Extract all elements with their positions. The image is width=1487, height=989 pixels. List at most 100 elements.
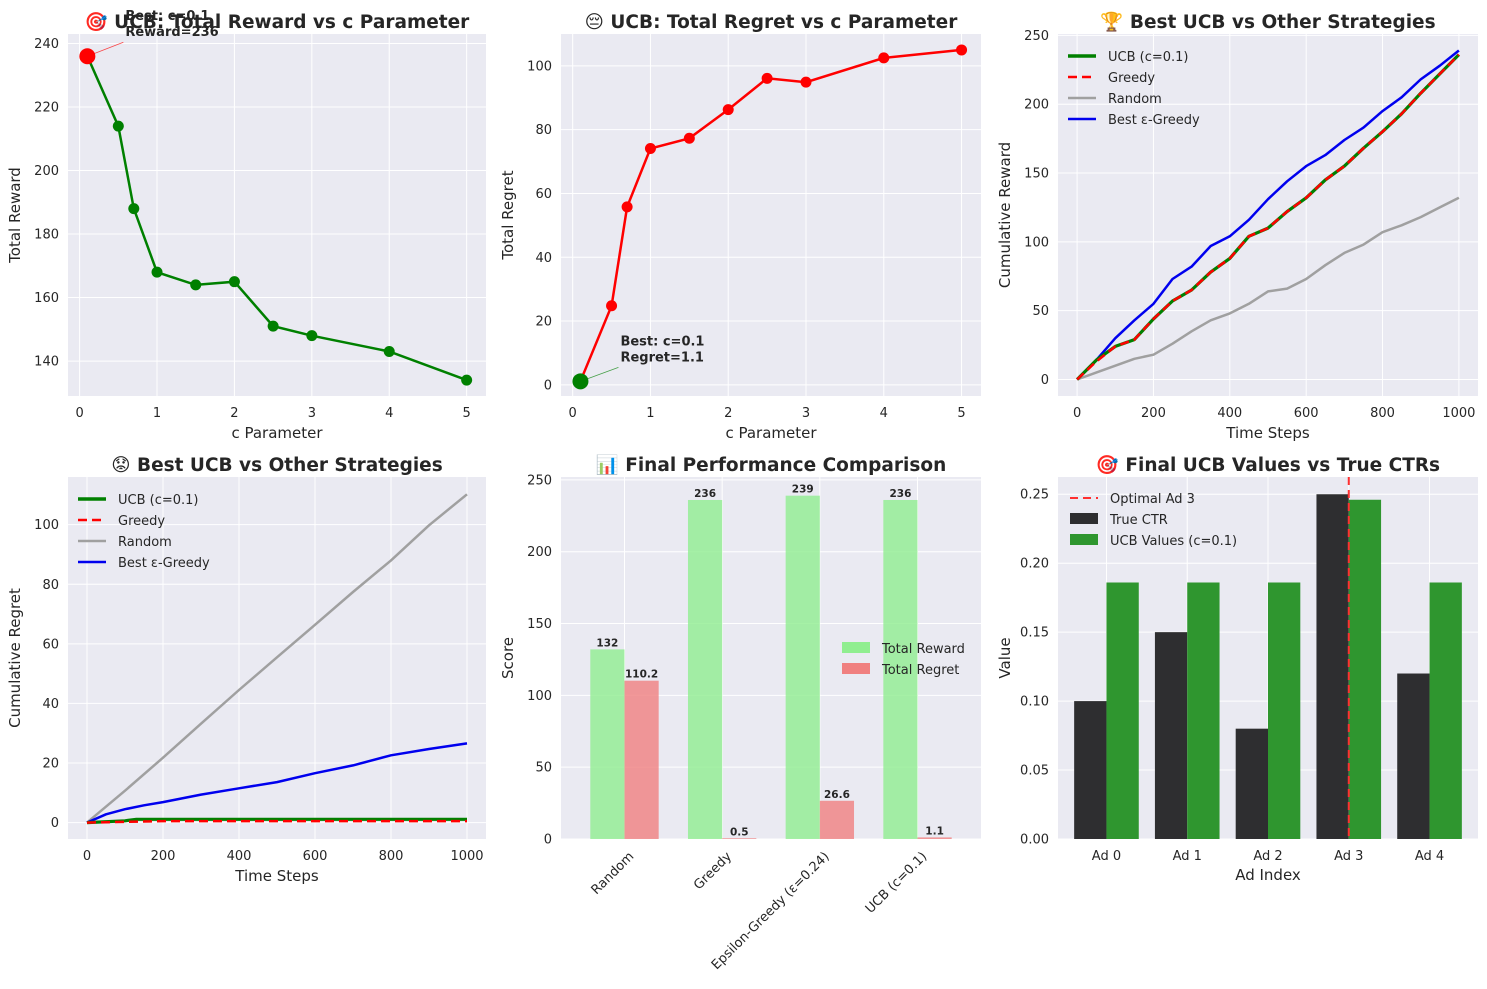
bar-reward (590, 649, 625, 839)
x-tick-label: 5 (957, 406, 965, 421)
y-tick-label: 100 (527, 59, 552, 74)
data-point (621, 201, 633, 213)
data-point (190, 279, 202, 291)
y-axis-label: Value (996, 637, 1014, 678)
bar-ucb-value (1429, 582, 1462, 839)
x-tick-label: 4 (385, 406, 393, 421)
y-tick-label: 100 (34, 518, 59, 533)
legend-label: UCB (c=0.1) (118, 493, 199, 508)
series-line-3 (86, 742, 468, 824)
legend-label: UCB (c=0.1) (1108, 50, 1189, 65)
x-tick-label: 4 (880, 406, 888, 421)
x-tick-label: 2 (724, 406, 732, 421)
y-tick-label: 60 (535, 187, 552, 202)
y-tick-label: 0 (544, 378, 552, 393)
annotation-line-2: Reward=236 (125, 25, 218, 40)
x-tick-label: Ad 3 (1334, 849, 1363, 864)
data-point (761, 72, 773, 84)
y-tick-label: 140 (34, 355, 59, 370)
legend: Optimal Ad 3 True CTR UCB Values (c=0.1) (1070, 492, 1237, 549)
data-point (383, 346, 395, 358)
data-point (128, 203, 140, 215)
bar-ucb-value (1348, 499, 1382, 839)
legend: UCB (c=0.1) Greedy Random Best ε-Greedy (1068, 50, 1200, 128)
legend-label: True CTR (1109, 513, 1168, 528)
bar-reward (883, 499, 918, 839)
legend-label: Best ε-Greedy (118, 556, 210, 571)
y-tick-label: 100 (527, 689, 552, 704)
bar-value-label: 236 (889, 488, 911, 500)
y-tick-label: 50 (1032, 304, 1049, 319)
data-point (228, 276, 240, 288)
x-tick-label: Epsilon-Greedy (ε=0.24) (709, 849, 833, 973)
x-tick-label: 1 (646, 406, 654, 421)
y-tick-label: 20 (42, 757, 59, 772)
bar-true-ctr (1235, 728, 1268, 839)
chart-panel-1: 0 20 40 60 80 100 Total Regret 0 1 2 3 4 5 c Paramete… (499, 12, 981, 442)
bar-value-label: 26.6 (824, 789, 850, 801)
annotation-line-1: Best: c=0.1 (125, 9, 209, 24)
plot-background (561, 34, 981, 396)
x-tick-label: Random (589, 849, 638, 898)
x-tick-label: UCB (c=0.1) (863, 849, 931, 917)
legend-label: UCB Values (c=0.1) (1110, 534, 1237, 549)
annotation-line-1: Best: c=0.1 (620, 334, 704, 349)
data-point (800, 76, 812, 88)
data-point (151, 266, 163, 278)
x-tick-label: Ad 2 (1253, 849, 1282, 864)
bar-reward (687, 499, 723, 839)
series-line (86, 55, 468, 382)
series-line-1 (1076, 53, 1460, 381)
data-point (461, 374, 473, 386)
y-tick-label: 150 (1024, 167, 1049, 182)
y-axis-label: Cumulative Regret (6, 588, 24, 728)
y-axis-label: Total Regret (499, 170, 517, 260)
y-tick-label: 0 (51, 816, 59, 831)
chart-title: 😔 UCB: Total Regret vs c Parameter (585, 12, 959, 33)
x-tick-label: 200 (151, 849, 176, 864)
legend-label: Best ε-Greedy (1108, 113, 1200, 128)
plot-background (1058, 34, 1478, 396)
legend-label: Greedy (1108, 71, 1155, 86)
x-tick-label: 1000 (450, 849, 483, 864)
x-tick-label: 5 (463, 406, 471, 421)
x-tick-label: 600 (303, 849, 328, 864)
y-tick-label: 50 (535, 761, 552, 776)
chart-panel-4: 0 50 100 150 200 250 Score 132 236 239 236 110.2 0.5… (499, 454, 981, 973)
legend-label: Total Reward (881, 642, 965, 657)
bar-regret (917, 837, 952, 839)
data-point (683, 132, 695, 144)
bar-true-ctr (1316, 494, 1349, 839)
y-tick-label: 100 (1024, 235, 1049, 250)
bar-reward (785, 495, 820, 839)
legend: Total Reward Total Regret (842, 642, 965, 678)
x-tick-label: 0 (569, 406, 577, 421)
data-point (606, 300, 618, 312)
x-axis-label: Time Steps (234, 867, 319, 885)
y-tick-label: 160 (34, 291, 59, 306)
x-tick-label: 3 (308, 406, 316, 421)
y-tick-label: 40 (42, 697, 59, 712)
bar-ucb-value (1268, 582, 1301, 839)
series-line (579, 48, 962, 382)
y-tick-label: 150 (527, 617, 552, 632)
bar-regret (722, 838, 757, 839)
legend-label: Optimal Ad 3 (1110, 492, 1195, 507)
y-tick-label: 20 (535, 315, 552, 330)
x-tick-label: Ad 1 (1173, 849, 1202, 864)
annotation-line-2: Regret=1.1 (620, 350, 704, 365)
x-tick-label: 800 (1370, 406, 1395, 421)
series-line-0 (86, 817, 467, 825)
y-tick-label: 200 (527, 545, 552, 560)
data-point (644, 143, 656, 155)
x-tick-label: Ad 4 (1415, 849, 1444, 864)
chart-title: 📊 Final Performance Comparison (596, 454, 947, 476)
y-tick-label: 220 (34, 101, 59, 116)
legend-label: Total Regret (881, 663, 959, 678)
bar-true-ctr (1397, 673, 1430, 839)
series-line-2 (86, 493, 468, 824)
x-tick-label: Greedy (691, 849, 735, 893)
y-tick-label: 0.25 (1020, 488, 1049, 503)
bar-value-label: 239 (792, 484, 814, 496)
